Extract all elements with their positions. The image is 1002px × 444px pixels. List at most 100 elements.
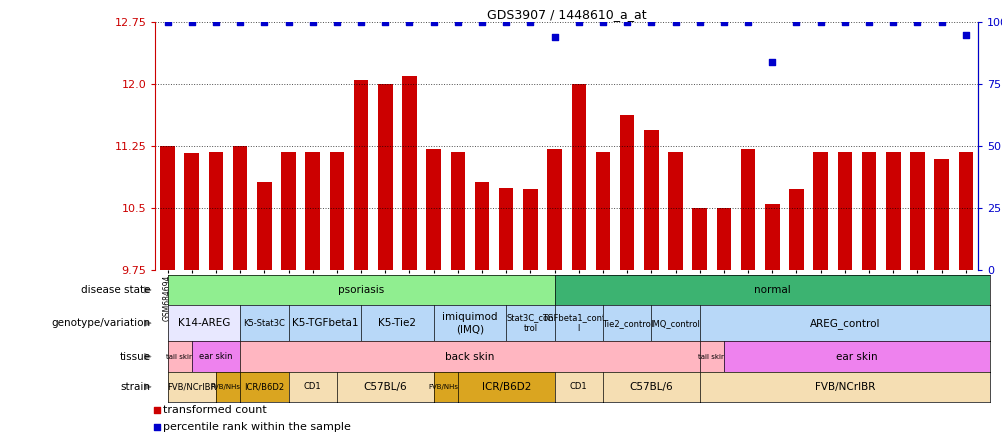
Text: imiquimod
(IMQ): imiquimod (IMQ) [442,313,497,334]
Point [860,19,876,26]
Bar [184,153,198,270]
Bar [523,189,537,270]
Text: C57BL/6: C57BL/6 [363,382,407,392]
Text: genotype/variation: genotype/variation [51,318,150,328]
Text: strain: strain [120,382,150,392]
Text: tissue: tissue [119,352,150,361]
Bar [306,152,320,270]
Text: tail skin: tail skin [165,353,193,360]
Text: CD1: CD1 [569,382,587,391]
Bar [909,152,924,270]
Bar [691,208,706,270]
Point [281,19,297,26]
Point [159,19,175,26]
Bar [934,159,948,270]
Bar [837,152,852,270]
Point [885,19,901,26]
Text: K5-Tie2: K5-Tie2 [378,318,416,328]
Point [425,19,441,26]
Bar [160,147,174,270]
Text: ICR/B6D2: ICR/B6D2 [481,382,530,392]
Bar [885,152,900,270]
Text: normal: normal [754,285,790,295]
Bar [716,208,730,270]
Text: CD1: CD1 [304,382,322,391]
Bar [595,152,609,270]
Point [183,19,199,26]
Point [957,31,973,38]
Text: K5-TGFbeta1: K5-TGFbeta1 [292,318,358,328]
Point [691,19,707,26]
Bar [281,152,296,270]
Point [498,19,514,26]
Bar [450,152,465,270]
Text: Tie2_control: Tie2_control [601,319,652,328]
Point [764,58,780,65]
Text: IMQ_control: IMQ_control [650,319,699,328]
Text: tail skin: tail skin [697,353,724,360]
Bar [402,76,416,270]
Bar [257,182,272,270]
Text: AREG_control: AREG_control [809,318,879,329]
Point [522,19,538,26]
Text: ear skin: ear skin [199,352,232,361]
Text: C57BL/6: C57BL/6 [629,382,672,392]
Point [642,19,658,26]
Point [788,19,804,26]
Point [449,19,465,26]
Point [207,19,223,26]
Point [618,19,634,26]
Bar [667,152,682,270]
Text: TGFbeta1_control
l: TGFbeta1_control l [541,313,615,333]
Point [836,19,852,26]
Point [570,19,586,26]
Text: ICR/B6D2: ICR/B6D2 [244,382,285,391]
Bar [474,182,489,270]
Point [546,34,562,41]
Bar [643,130,658,270]
Bar [547,149,561,270]
Point [366,339,382,346]
Text: FVB/NHsd: FVB/NHsd [210,384,244,390]
Bar [813,152,827,270]
Point [305,19,321,26]
Text: back skin: back skin [445,352,494,361]
Bar [958,152,972,270]
Point [812,19,828,26]
Bar [232,147,247,270]
Bar [740,149,755,270]
Bar [208,152,223,270]
Bar [789,189,803,270]
Bar [765,204,779,270]
Bar [498,188,513,270]
Bar [378,84,392,270]
Text: Stat3C_con
trol: Stat3C_con trol [506,313,554,333]
Point [257,19,273,26]
Point [715,19,731,26]
Title: GDS3907 / 1448610_a_at: GDS3907 / 1448610_a_at [486,8,646,21]
Text: psoriasis: psoriasis [338,285,384,295]
Bar [426,149,441,270]
Bar [571,84,585,270]
Point [933,19,949,26]
Text: K14-AREG: K14-AREG [177,318,229,328]
Bar [861,152,876,270]
Point [474,19,490,26]
Bar [619,115,634,270]
Text: FVB/NHsd: FVB/NHsd [428,384,463,390]
Text: transformed count: transformed count [163,405,267,415]
Point [366,188,382,195]
Text: FVB/NCrIBR: FVB/NCrIBR [814,382,874,392]
Point [329,19,345,26]
Text: disease state: disease state [81,285,150,295]
Text: ear skin: ear skin [836,352,877,361]
Point [231,19,247,26]
Point [739,19,756,26]
Point [377,19,393,26]
Point [401,19,417,26]
Point [353,19,369,26]
Text: percentile rank within the sample: percentile rank within the sample [163,422,351,432]
Text: FVB/NCrIBR: FVB/NCrIBR [167,382,216,391]
Point [594,19,610,26]
Point [667,19,683,26]
